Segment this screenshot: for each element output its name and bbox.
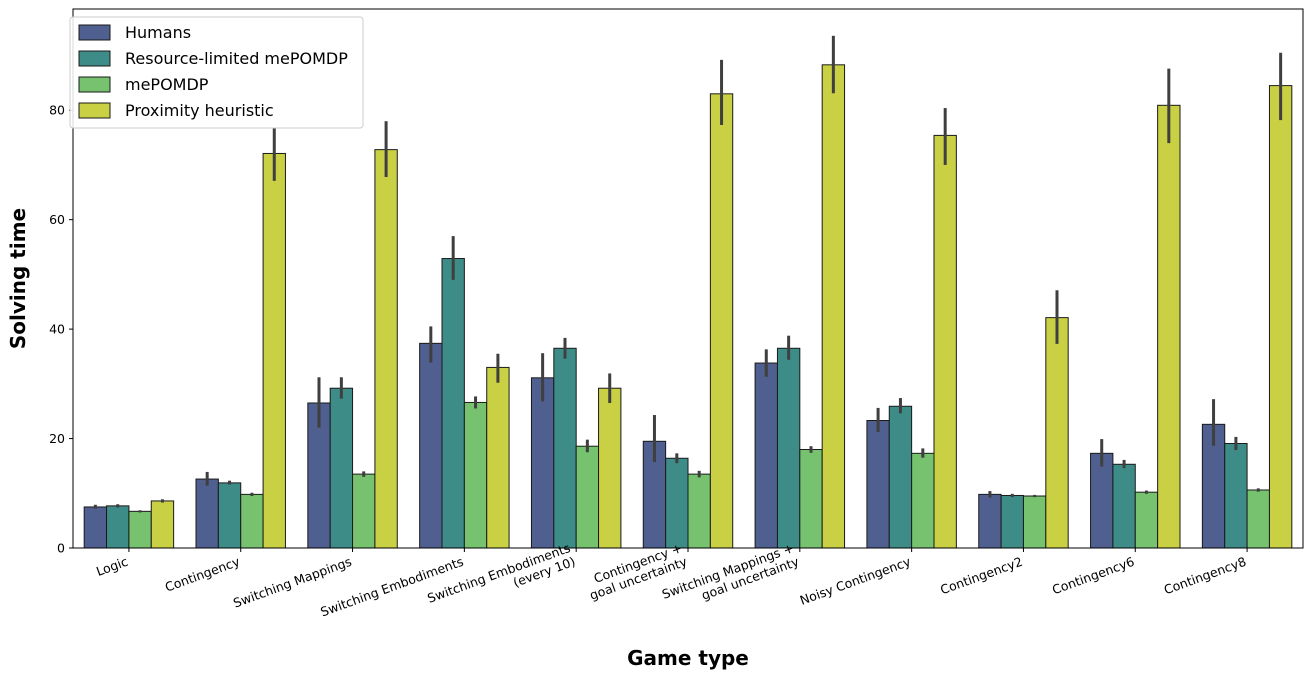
bar [754, 362, 778, 549]
bar [776, 347, 801, 549]
x-tick-label-line: Noisy Contingency [798, 554, 913, 608]
bar [665, 457, 689, 549]
bar [1022, 495, 1047, 549]
bar [106, 505, 130, 549]
bar [1268, 85, 1293, 549]
bar [799, 449, 823, 549]
bar [240, 493, 264, 549]
bar [441, 258, 465, 549]
legend-box [69, 16, 364, 129]
y-tick-label: 80 [49, 103, 65, 118]
bar [128, 510, 152, 549]
bar [598, 387, 622, 549]
y-axis: 0 20 40 60 80 [49, 103, 73, 556]
bar [553, 347, 577, 549]
bar [329, 387, 354, 549]
bar [530, 377, 555, 549]
y-tick-label: 20 [49, 431, 65, 446]
y-tick-label: 0 [57, 541, 65, 556]
x-axis-title: Game type [627, 646, 749, 670]
legend-label: Humans [125, 23, 191, 42]
bar [463, 401, 488, 549]
bar [687, 473, 711, 549]
error-bars-layer [93, 35, 1283, 513]
bar [1000, 494, 1024, 549]
bar [1224, 442, 1248, 549]
bar [1157, 104, 1181, 549]
bar [933, 134, 957, 549]
y-tick-label: 60 [49, 212, 65, 227]
bar [1045, 317, 1069, 549]
bar [911, 452, 935, 549]
legend: Humans Resource-limited mePOMDP mePOMDP Pro… [69, 16, 364, 129]
x-tick-label-line: Contingency [163, 554, 242, 595]
bar [866, 420, 890, 549]
bar [821, 64, 846, 549]
bar [1246, 489, 1270, 549]
x-tick-label-line: Logic [94, 554, 130, 579]
x-tick-label: Contingency8 [1162, 554, 1248, 598]
legend-swatch [78, 76, 111, 93]
x-tick-label: Switching Embodiments(every 10) [425, 540, 577, 619]
x-tick-label-line: Contingency8 [1162, 554, 1248, 598]
bar [1134, 491, 1159, 549]
bar [1090, 452, 1114, 549]
bar [374, 149, 398, 549]
bar [978, 493, 1002, 549]
bar [150, 500, 175, 549]
x-tick-label: Logic [94, 554, 130, 579]
bar [575, 445, 600, 549]
bar [888, 405, 913, 549]
legend-label: mePOMDP [125, 75, 209, 94]
legend-swatch [78, 50, 111, 67]
legend-swatch [78, 102, 111, 119]
y-axis-title: Solving time [6, 208, 30, 349]
x-tick-label: Contingency [163, 554, 242, 595]
x-tick-label: Contingency6 [1050, 554, 1136, 598]
bar [352, 473, 376, 549]
bar [709, 93, 734, 549]
y-tick-label: 40 [49, 322, 65, 337]
bar [262, 152, 286, 549]
x-tick-label-line: Contingency6 [1050, 554, 1136, 598]
bars-layer [83, 64, 1293, 549]
x-tick-label-line: Contingency2 [938, 554, 1024, 598]
legend-swatch [78, 24, 111, 41]
legend-label: Proximity heuristic [125, 101, 274, 120]
bar [1112, 463, 1136, 549]
bar [217, 482, 242, 549]
legend-label: Resource-limited mePOMDP [125, 49, 348, 68]
bar [195, 478, 219, 549]
x-tick-label: Contingency2 [938, 554, 1024, 598]
bar [83, 506, 108, 549]
x-tick-label: Noisy Contingency [798, 554, 913, 608]
bar [419, 342, 443, 549]
bar [486, 366, 510, 549]
